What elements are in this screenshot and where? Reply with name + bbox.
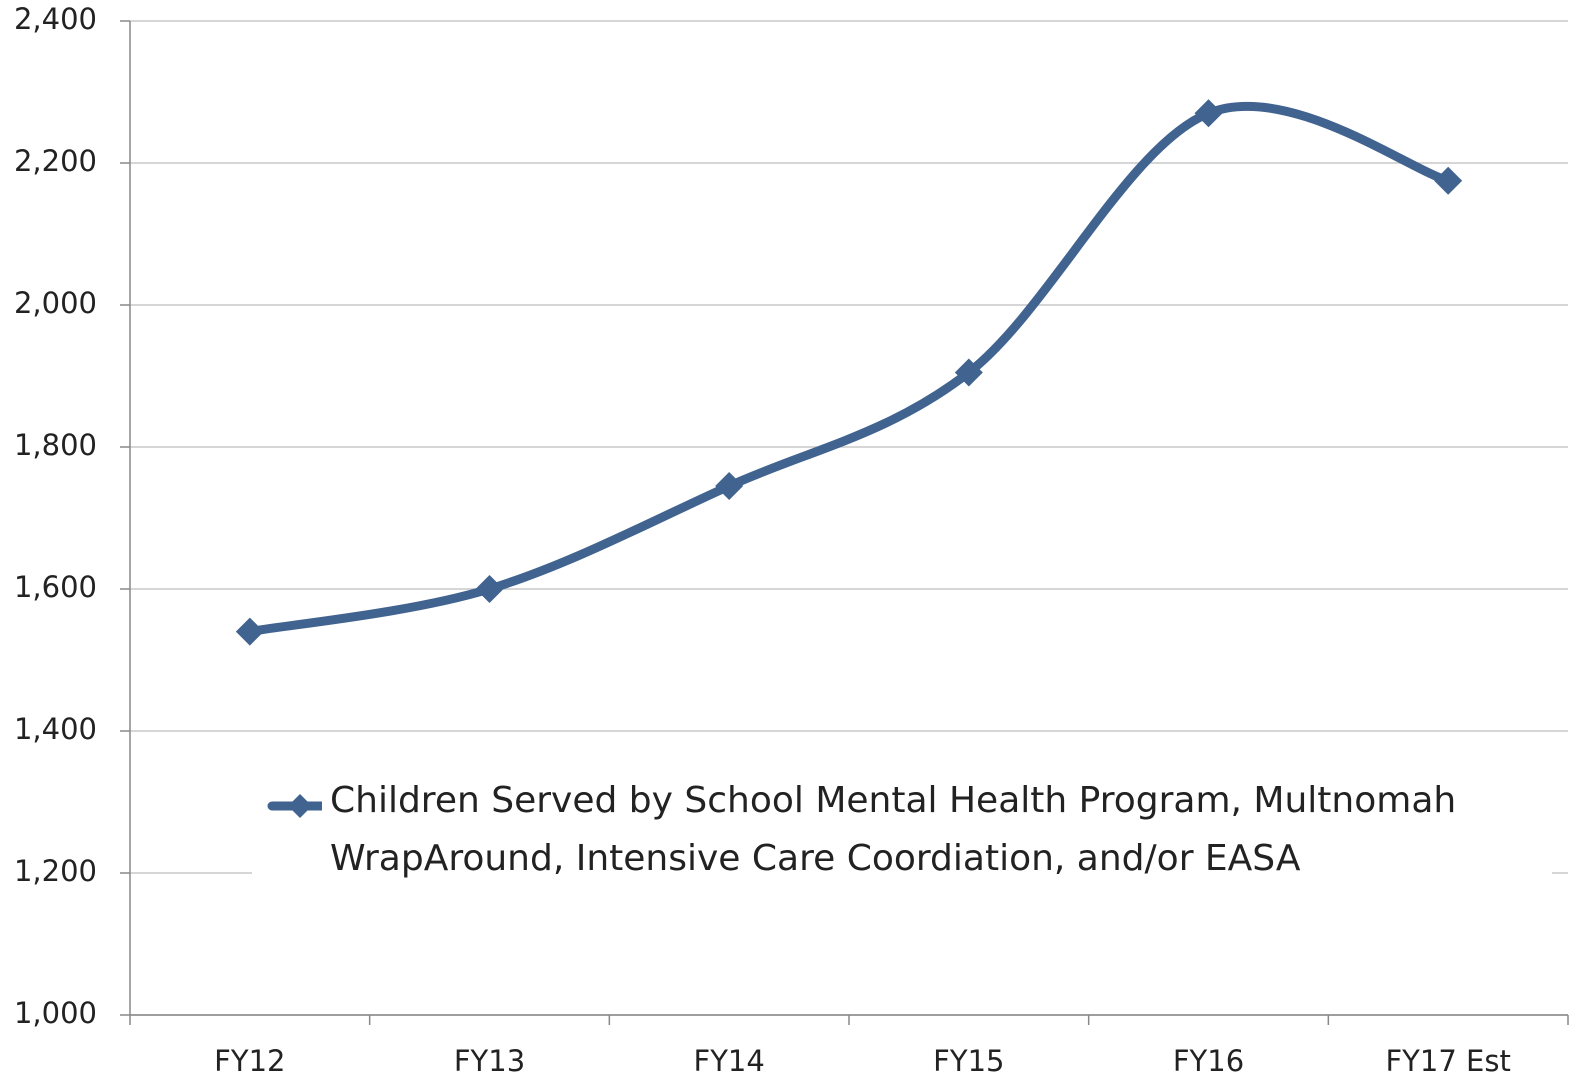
marker (954, 358, 983, 387)
marker (475, 575, 504, 603)
series-line (245, 102, 1453, 637)
y-tick-label: 1,000 (14, 996, 97, 1030)
marker (1194, 99, 1223, 128)
legend-label: Children Served by School Mental Health … (330, 780, 1457, 879)
y-tick-label: 2,000 (14, 286, 97, 320)
y-tick-label: 2,200 (14, 144, 97, 178)
x-tick-label: FY13 (454, 1044, 525, 1078)
x-tick-label: FY15 (933, 1044, 1004, 1078)
y-tick-label: 1,800 (14, 428, 97, 462)
marker (1434, 166, 1463, 195)
marker (715, 472, 744, 501)
marker (235, 617, 264, 646)
x-tick-label: FY14 (694, 1044, 765, 1078)
legend: Children Served by School Mental Health … (252, 772, 1552, 890)
y-tick-label: 1,600 (14, 570, 97, 604)
y-tick-label: 2,400 (14, 2, 97, 36)
legend-swatch (267, 794, 322, 818)
x-tick-label: FY12 (214, 1044, 285, 1078)
legend-marker (288, 794, 312, 818)
y-tick-label: 1,200 (14, 854, 97, 888)
y-tick-label: 1,400 (14, 712, 97, 746)
x-tick-label: FY17 Est (1386, 1044, 1511, 1078)
x-tick-label: FY16 (1173, 1044, 1244, 1078)
